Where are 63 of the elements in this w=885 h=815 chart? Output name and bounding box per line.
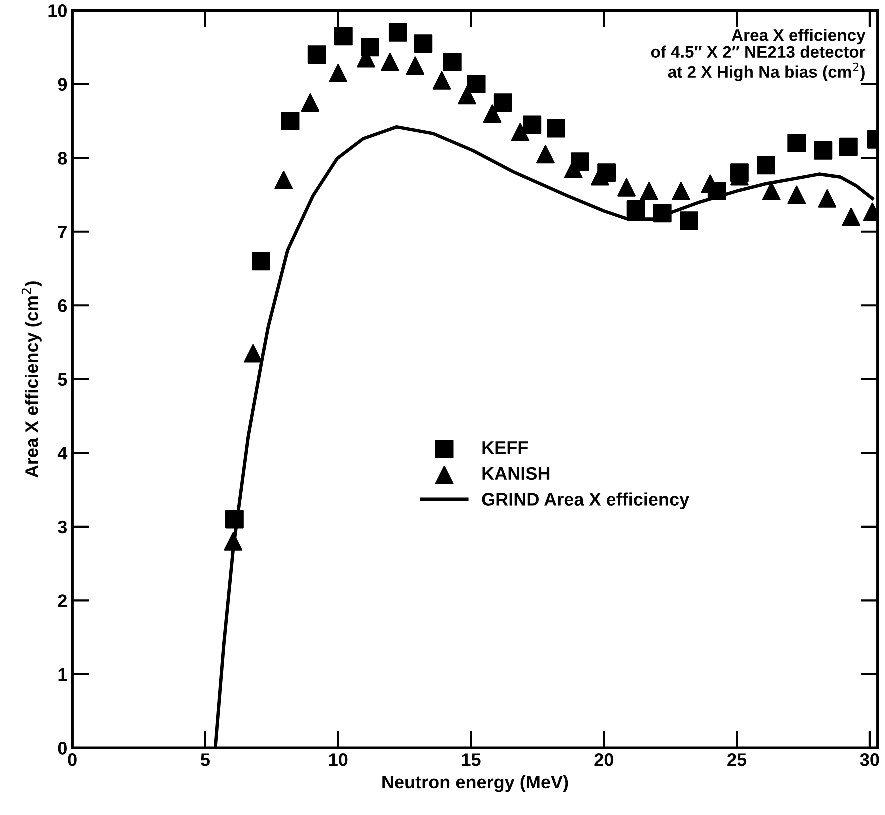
point <box>226 510 244 529</box>
point <box>626 200 646 219</box>
point <box>762 182 781 200</box>
point <box>680 212 698 230</box>
point <box>653 204 672 223</box>
x-tick-label: 0 <box>68 754 77 766</box>
point <box>224 532 243 551</box>
point <box>814 142 833 160</box>
point <box>301 94 320 112</box>
legend-label: KANISH <box>482 467 550 480</box>
point <box>757 156 776 175</box>
point <box>432 71 452 90</box>
x-tick-label: 5 <box>201 754 210 766</box>
annotation: Area X efficiency of 4.5″ X 2″ NE213 detector at 2 X High Na bias (cm$^{2}$) <box>651 29 866 82</box>
point <box>361 38 380 57</box>
legend-label: GRIND Area X efficiency <box>482 492 690 510</box>
y-tick-label: 6 <box>58 300 68 312</box>
point <box>640 182 659 200</box>
x-tick-label: 20 <box>594 754 614 766</box>
x-axis-title: Neutron energy (MeV) <box>382 775 568 792</box>
point <box>547 119 566 138</box>
point <box>536 145 555 164</box>
y-tick-label: 5 <box>58 374 68 386</box>
point <box>406 56 425 76</box>
y-tick-label: 4 <box>58 447 68 460</box>
y-axis-title: Area X efficiency (cm$^{2}$) <box>22 282 42 478</box>
x-tick-label: 25 <box>728 754 747 766</box>
point <box>334 27 353 46</box>
x-tick-label: 15 <box>462 754 481 766</box>
point <box>414 34 433 53</box>
point <box>842 208 861 226</box>
point <box>483 104 502 124</box>
point <box>244 344 263 363</box>
x-tick-label: 10 <box>329 754 348 766</box>
point <box>443 53 462 72</box>
point <box>380 53 400 72</box>
y-tick-label: 8 <box>58 152 68 165</box>
point <box>672 182 690 200</box>
point <box>839 138 858 156</box>
y-tick-label: 3 <box>58 520 68 534</box>
point <box>818 189 837 208</box>
point <box>618 178 636 197</box>
point <box>523 116 542 134</box>
y-tick-label: 9 <box>58 78 68 92</box>
point <box>788 186 806 204</box>
x-tick-label: 30 <box>860 754 880 766</box>
point <box>388 24 408 42</box>
y-tick-label: 1 <box>58 668 68 681</box>
y-tick-label: 2 <box>58 594 67 608</box>
point <box>274 171 294 190</box>
point <box>329 64 348 82</box>
y-tick-label: 0 <box>58 742 67 755</box>
legend-label: KEFF <box>482 442 528 454</box>
point <box>511 123 530 142</box>
point <box>252 252 270 271</box>
point <box>458 86 476 105</box>
point <box>467 75 486 94</box>
point <box>494 94 512 112</box>
point <box>308 46 326 64</box>
point <box>788 134 806 153</box>
point <box>281 112 300 130</box>
y-tick-label: 10 <box>48 4 67 18</box>
y-tick-label: 7 <box>58 226 67 238</box>
